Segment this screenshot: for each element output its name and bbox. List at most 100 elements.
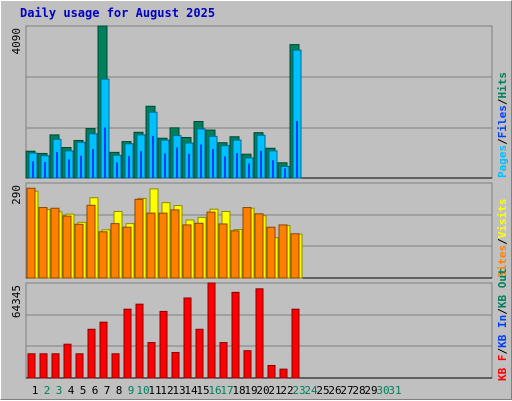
legend-2: Sites/Visits xyxy=(496,199,509,279)
sites-bar-11 xyxy=(146,212,156,279)
files-bar-16 xyxy=(212,149,214,178)
kbytes-bar-18 xyxy=(231,291,240,379)
sites-bar-23 xyxy=(290,233,300,279)
sites-bar-20 xyxy=(254,213,264,279)
day-label-23: 23 xyxy=(292,384,305,397)
sites-bar-16 xyxy=(206,211,216,279)
kbytes-bar-13 xyxy=(171,351,180,379)
kbytes-bar-7 xyxy=(99,321,108,379)
sites-bar-3 xyxy=(50,207,60,279)
legend-kb-out: KB Out xyxy=(496,268,509,308)
day-label-2: 2 xyxy=(44,384,51,397)
files-bar-6 xyxy=(92,149,94,178)
sites-bar-13 xyxy=(170,209,180,279)
kbytes-bar-10 xyxy=(135,303,144,379)
files-bar-19 xyxy=(248,163,250,178)
files-bar-20 xyxy=(260,150,262,178)
kbytes-bar-4 xyxy=(63,343,72,379)
kbytes-bar-15 xyxy=(195,328,204,379)
files-bar-18 xyxy=(236,153,238,178)
legend-1: Pages/Files/Hits xyxy=(496,72,509,178)
files-bar-1 xyxy=(32,161,34,178)
kbytes-bar-12 xyxy=(159,310,168,379)
sites-bar-14 xyxy=(182,224,192,279)
day-label-15: 15 xyxy=(196,384,209,397)
sites-bar-8 xyxy=(110,223,120,279)
sites-bar-17 xyxy=(218,223,228,279)
sites-bar-4 xyxy=(62,215,72,279)
day-label-6: 6 xyxy=(92,384,99,397)
kbytes-bar-2 xyxy=(39,353,48,379)
sites-bar-15 xyxy=(194,222,204,279)
sites-bar-12 xyxy=(158,212,168,279)
kbytes-bar-3 xyxy=(51,353,60,379)
ymax-label-3: 64345 xyxy=(10,285,23,318)
kbytes-bar-11 xyxy=(147,342,156,379)
legend-files: Files xyxy=(496,105,509,138)
sites-bar-5 xyxy=(74,223,84,279)
kbytes-bar-14 xyxy=(183,297,192,379)
sites-bar-21 xyxy=(266,226,276,279)
sites-bar-10 xyxy=(134,198,144,279)
day-label-8: 8 xyxy=(116,384,123,397)
kbytes-bar-9 xyxy=(123,308,132,379)
sites-bar-22 xyxy=(278,224,288,279)
legend-3: KB F/KB In/KB Out xyxy=(496,268,509,381)
files-bar-17 xyxy=(224,156,226,178)
day-label-28: 28 xyxy=(352,384,365,397)
day-label-25: 25 xyxy=(316,384,329,397)
legend-separator: / xyxy=(496,348,509,355)
kbytes-bar-22 xyxy=(279,368,288,379)
day-label-19: 19 xyxy=(244,384,257,397)
day-label-9: 9 xyxy=(128,384,135,397)
files-bar-2 xyxy=(44,162,46,178)
ymax-label-2: 290 xyxy=(10,185,23,205)
legend-hits: Hits xyxy=(496,72,509,99)
day-label-27: 27 xyxy=(340,384,353,397)
files-bar-13 xyxy=(176,147,178,178)
legend-kb-f: KB F xyxy=(496,355,509,382)
day-label-10: 10 xyxy=(136,384,149,397)
legend-separator: / xyxy=(496,98,509,105)
day-label-21: 21 xyxy=(268,384,281,397)
files-bar-22 xyxy=(284,168,286,178)
legend-pages: Pages xyxy=(496,145,509,178)
day-label-16: 16 xyxy=(208,384,221,397)
day-label-11: 11 xyxy=(148,384,161,397)
day-label-3: 3 xyxy=(56,384,63,397)
files-bar-21 xyxy=(272,160,274,178)
kbytes-bar-20 xyxy=(255,288,264,379)
kbytes-bar-6 xyxy=(87,328,96,379)
sites-bar-7 xyxy=(98,231,108,279)
chart-title: Daily usage for August 2025 xyxy=(20,6,216,20)
day-label-26: 26 xyxy=(328,384,341,397)
day-label-24: 24 xyxy=(304,384,318,397)
kbytes-bar-19 xyxy=(243,350,252,379)
day-label-30: 30 xyxy=(376,384,389,397)
files-bar-7 xyxy=(104,127,106,178)
day-label-7: 7 xyxy=(104,384,111,397)
kbytes-bar-1 xyxy=(27,353,36,379)
kbytes-bar-17 xyxy=(219,342,228,379)
files-bar-8 xyxy=(116,162,118,178)
legend-separator: / xyxy=(496,308,509,315)
day-label-29: 29 xyxy=(364,384,377,397)
day-label-13: 13 xyxy=(172,384,185,397)
kbytes-bar-23 xyxy=(291,308,300,379)
files-bar-9 xyxy=(128,156,130,178)
day-label-20: 20 xyxy=(256,384,269,397)
files-bar-11 xyxy=(152,136,154,178)
legend-separator: / xyxy=(496,138,509,145)
sites-bar-19 xyxy=(242,207,252,279)
sites-bar-2 xyxy=(38,207,48,279)
day-label-14: 14 xyxy=(184,384,198,397)
files-bar-3 xyxy=(56,151,58,178)
day-label-5: 5 xyxy=(80,384,87,397)
day-label-1: 1 xyxy=(32,384,39,397)
kbytes-bar-16 xyxy=(207,282,216,379)
files-bar-4 xyxy=(68,159,70,178)
ymax-label-1: 4090 xyxy=(10,28,23,55)
sites-bar-1 xyxy=(26,187,36,279)
